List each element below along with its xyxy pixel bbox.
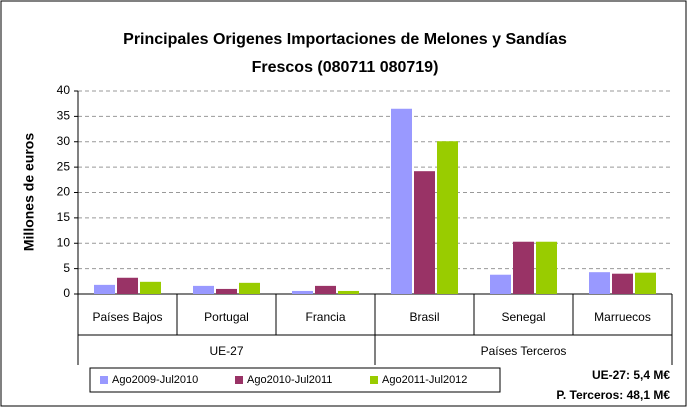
bar xyxy=(140,281,161,294)
y-tick-label: 0 xyxy=(63,286,70,300)
legend-swatch xyxy=(235,376,243,384)
bar xyxy=(117,277,138,294)
bar xyxy=(635,272,656,294)
bar xyxy=(216,288,237,294)
legend-label: Ago2009-Jul2010 xyxy=(112,374,198,386)
bar xyxy=(239,282,260,294)
x-tick-label: Francia xyxy=(305,310,345,324)
y-tick-label: 35 xyxy=(57,109,71,123)
y-axis-label: Millones de euros xyxy=(21,133,37,251)
annotation: UE-27: 5,4 M€ xyxy=(592,368,670,382)
bar xyxy=(437,141,458,294)
y-tick-label: 20 xyxy=(57,185,71,199)
x-tick-label: Marruecos xyxy=(594,310,651,324)
annotation: P. Terceros: 48,1 M€ xyxy=(556,388,670,402)
bar xyxy=(94,284,115,294)
bar xyxy=(490,274,511,294)
bar xyxy=(193,285,214,294)
group-label: UE-27 xyxy=(209,344,243,358)
x-tick-label: Países Bajos xyxy=(92,310,162,324)
y-tick-label: 5 xyxy=(63,261,70,275)
y-tick-label: 15 xyxy=(57,210,71,224)
bar xyxy=(414,171,435,294)
bar xyxy=(536,241,557,294)
y-tick-label: 30 xyxy=(57,134,71,148)
y-tick-label: 10 xyxy=(57,235,71,249)
legend-label: Ago2011-Jul2012 xyxy=(382,374,467,386)
y-tick-label: 40 xyxy=(57,83,71,97)
x-tick-label: Brasil xyxy=(409,310,439,324)
bar xyxy=(391,108,412,294)
y-tick-label: 25 xyxy=(57,159,71,173)
legend-label: Ago2010-Jul2011 xyxy=(247,374,332,386)
bar xyxy=(292,290,313,294)
chart-title: Frescos (080711 080719) xyxy=(252,59,439,76)
legend-swatch xyxy=(370,376,378,384)
group-label: Países Terceros xyxy=(481,344,567,358)
legend-box xyxy=(89,367,501,393)
bar xyxy=(589,272,610,294)
chart-title: Principales Origenes Importaciones de Me… xyxy=(123,31,567,48)
legend-swatch xyxy=(100,376,108,384)
bar xyxy=(513,241,534,294)
bar xyxy=(612,273,633,294)
x-tick-label: Senegal xyxy=(501,310,545,324)
x-tick-label: Portugal xyxy=(204,310,249,324)
bar xyxy=(315,285,336,294)
bar xyxy=(338,290,359,294)
